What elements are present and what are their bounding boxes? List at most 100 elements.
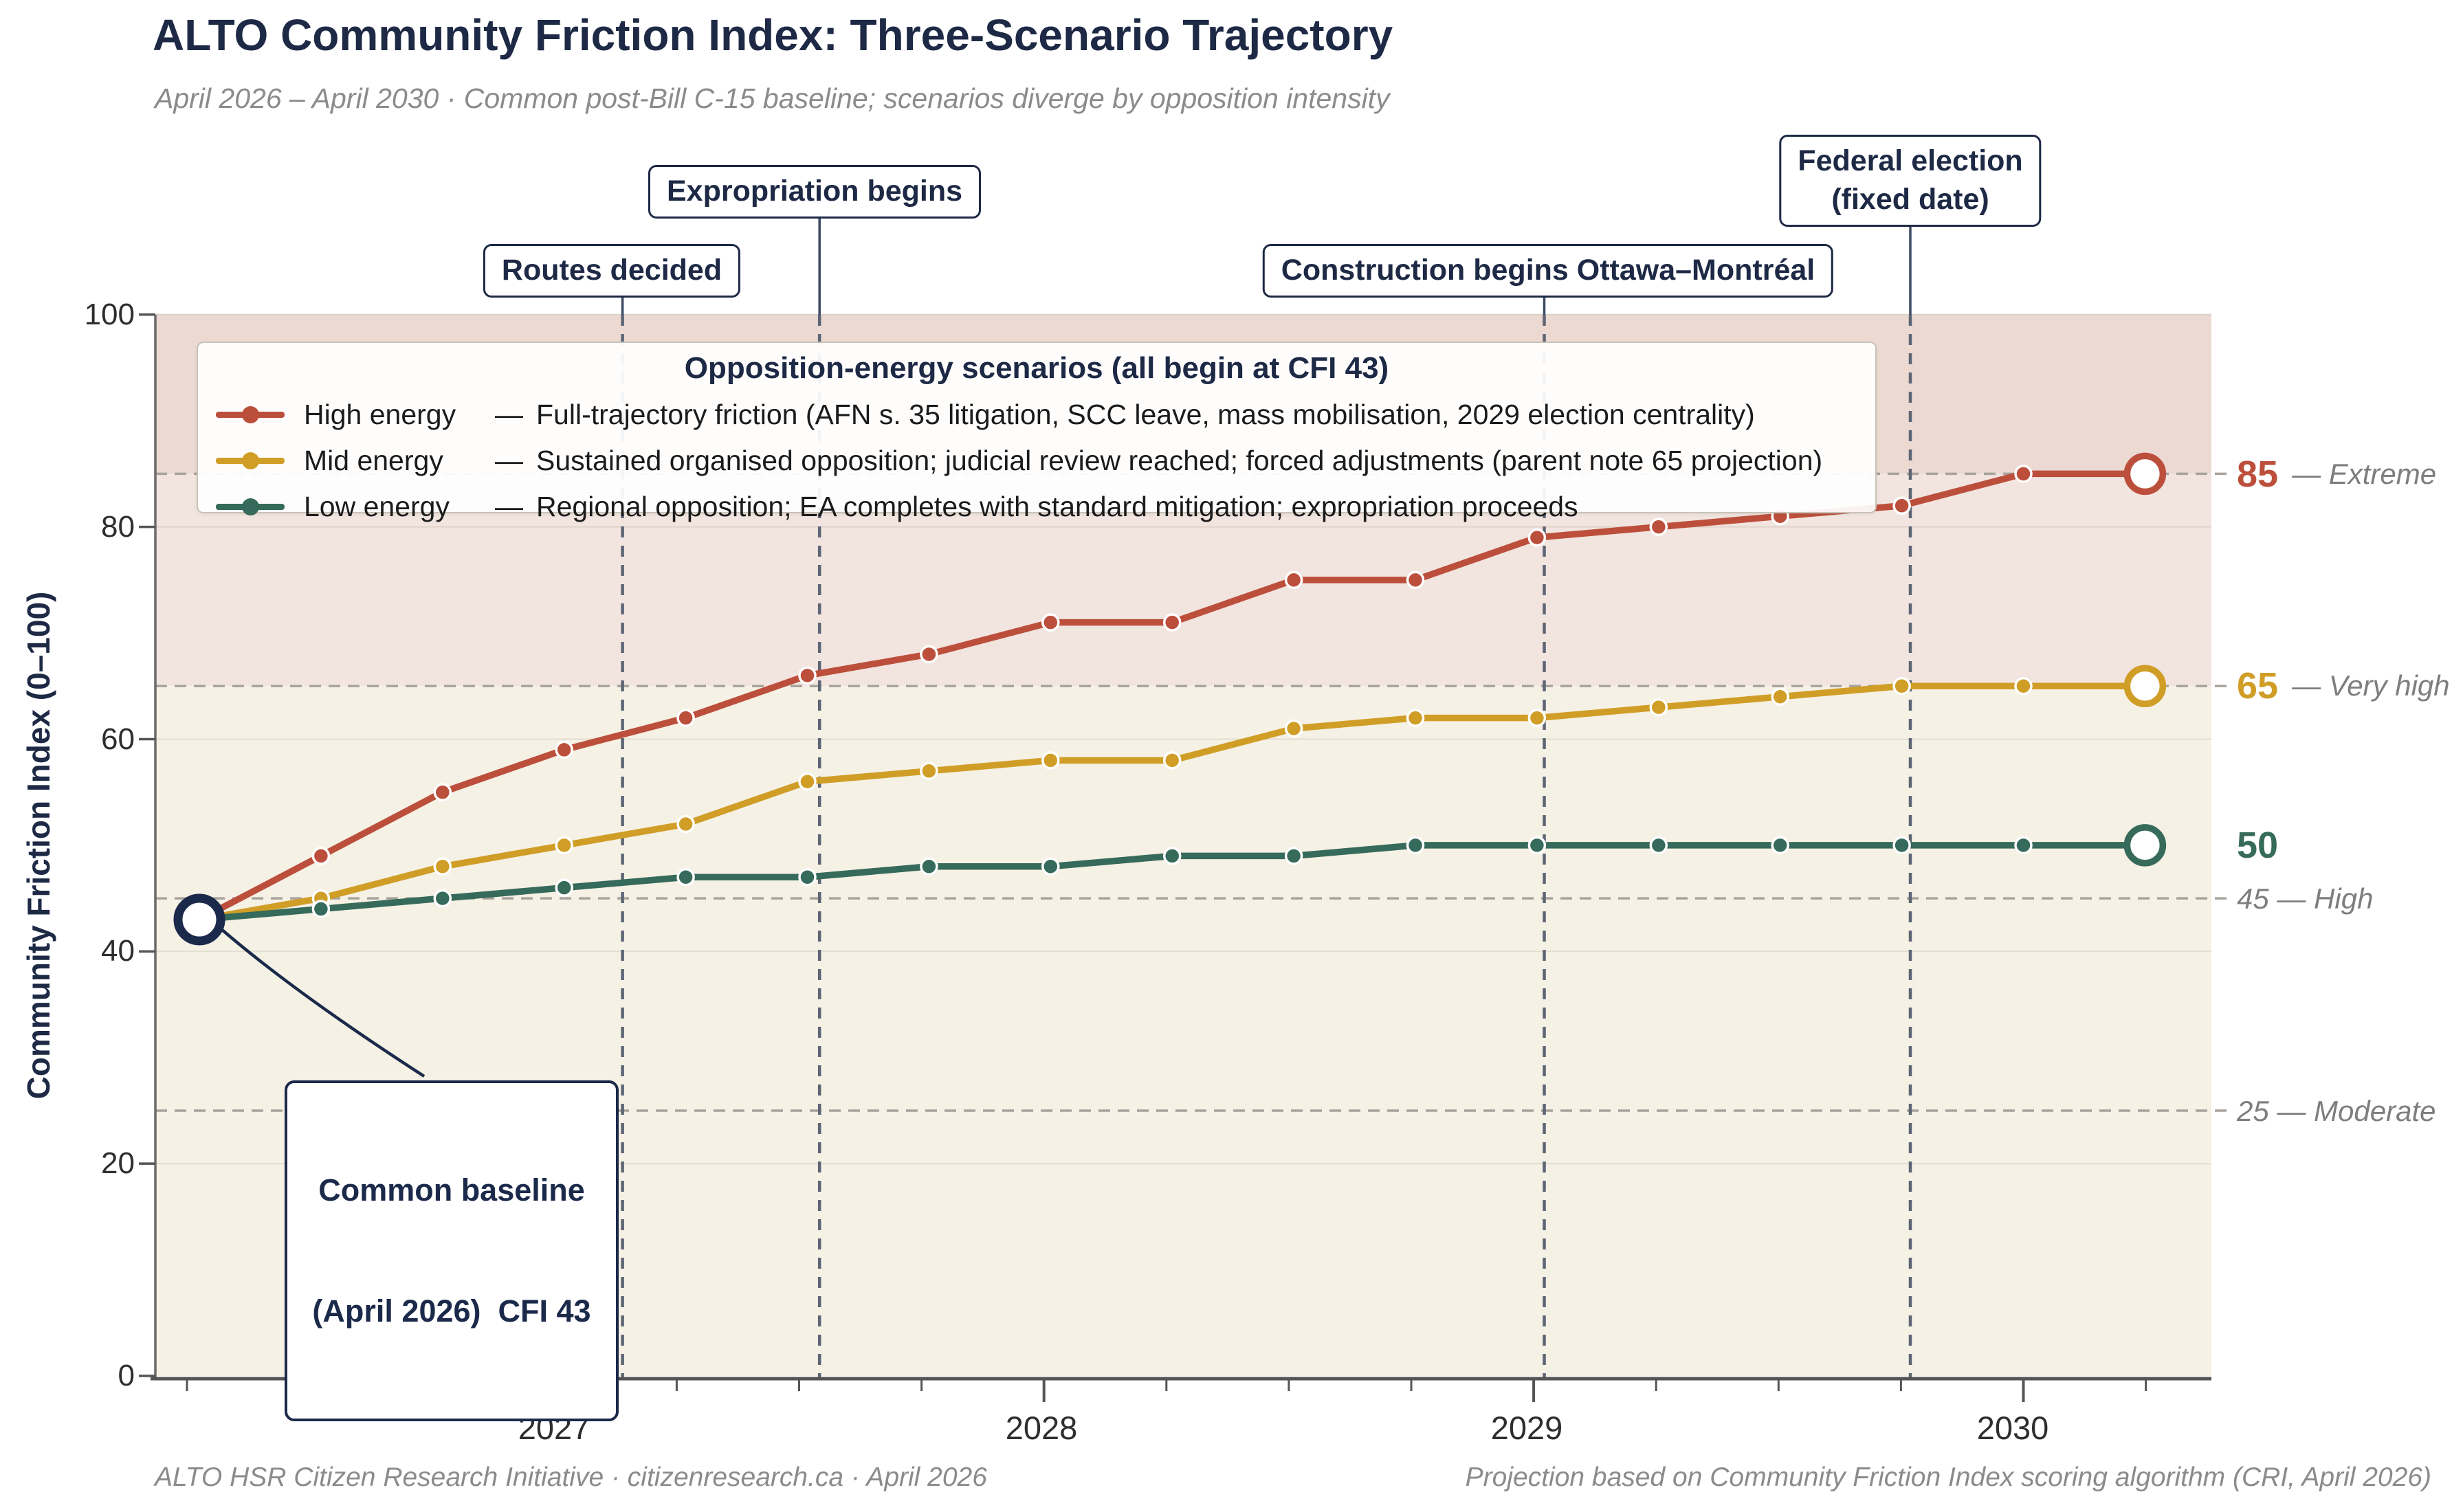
end-marker-high [2123,452,2167,496]
baseline-marker [173,893,225,946]
y-tick-60: 60 [101,722,135,756]
x-tick-2029: 2029 [1490,1410,1563,1446]
threshold-label-moderate: 25 — Moderate [2237,1089,2436,1133]
mid-energy-line-icon [216,443,285,478]
point-marker-mid [1041,751,1060,770]
point-marker-high [676,709,695,727]
end-label-high: 85 — Extreme [2237,452,2436,496]
point-marker-low [676,867,695,887]
y-tick-80: 80 [101,510,135,544]
y-tick-40: 40 [101,934,135,968]
legend-separator: — [495,444,523,476]
legend-name: Low energy [304,490,450,522]
point-marker-mid [1162,751,1182,770]
event-box-routes-decided: Routes decided [483,244,741,298]
baseline-callout-line1: Common baseline [318,1172,585,1208]
page-subtitle: April 2026 – April 2030 · Common post-Bi… [155,82,1390,114]
legend-item-low-energy: Low energy — Regional opposition; EA com… [216,489,1875,524]
point-marker-low [798,867,817,887]
event-box-federal-election: Federal election (fixed date) [1779,135,2042,227]
end-value-high: 85 [2237,454,2279,495]
point-marker-mid [920,761,938,781]
point-marker-high [2014,465,2033,483]
y-axis-title: Community Friction Index (0–100) [21,591,56,1100]
point-marker-low [1162,847,1182,865]
point-marker-low [1892,836,1911,855]
event-box-federal-election-line2: (fixed date) [1831,182,1989,216]
y-tick-0: 0 [118,1359,135,1392]
point-marker-high [798,666,817,685]
point-marker-mid [1527,709,1547,727]
threshold-label-high: 45 — High [2237,877,2373,921]
end-value-low: 50 [2237,825,2279,866]
threshold-label-moderate-text: 25 — Moderate [2237,1095,2436,1127]
point-marker-high [433,783,452,801]
point-marker-high [311,847,331,865]
point-marker-high [1649,518,1668,536]
point-marker-mid [1284,719,1303,738]
legend-description: Sustained organised opposition; judicial… [536,444,1823,476]
point-marker-high [1041,613,1060,632]
point-marker-low [2014,836,2033,855]
end-marker-mid [2123,665,2167,708]
baseline-callout-line2: (April 2026) CFI 43 [312,1293,591,1328]
baseline-connector [220,928,426,1078]
point-marker-low [555,878,573,897]
legend-title: Opposition-energy scenarios (all begin a… [684,351,1389,385]
threshold-label-very-high: — Very high [2292,669,2450,702]
point-marker-low [1041,857,1060,876]
point-marker-high [1406,570,1425,590]
point-marker-mid [1892,677,1911,696]
baseline-callout: Common baseline (April 2026) CFI 43 [285,1080,619,1421]
point-marker-low [920,857,938,876]
point-marker-mid [798,772,817,791]
x-tick-2028: 2028 [1005,1410,1078,1446]
point-marker-low [1771,836,1789,855]
legend-name: High energy [304,398,456,430]
point-marker-high [920,645,938,664]
point-marker-low [1406,836,1425,855]
end-value-mid: 65 [2237,665,2279,707]
point-marker-high [1162,613,1182,632]
threshold-label-extreme: — Extreme [2292,458,2437,490]
footer-source: ALTO HSR Citizen Research Initiative · c… [155,1463,987,1492]
event-box-expropriation-begins: Expropriation begins [648,165,982,219]
event-box-federal-election-line1: Federal election [1798,144,2023,177]
end-label-mid: 65 — Very high [2237,664,2450,708]
page-title: ALTO Community Friction Index: Three-Sce… [153,10,1393,60]
legend-description: Full-trajectory friction (AFN s. 35 liti… [536,398,1755,430]
point-marker-mid [555,836,573,855]
point-marker-mid [1771,687,1789,706]
threshold-label-high-text: 45 — High [2237,882,2374,915]
legend-item-high-energy: High energy — Full-trajectory friction (… [216,397,1875,432]
y-tick-100: 100 [84,298,135,331]
low-energy-line-icon [216,489,285,524]
point-marker-low [311,900,331,918]
y-tick-20: 20 [101,1146,135,1180]
point-marker-high [1527,528,1547,547]
end-label-low: 50 [2237,823,2292,867]
end-marker-low [2123,824,2167,867]
legend-description: Regional opposition; EA completes with s… [536,490,1578,522]
x-tick-2030: 2030 [1976,1410,2049,1446]
point-marker-mid [433,857,452,876]
point-marker-mid [1406,709,1425,727]
legend: Opposition-energy scenarios (all begin a… [197,342,1877,522]
legend-item-mid-energy: Mid energy — Sustained organised opposit… [216,443,1875,478]
event-box-construction-begins: Construction begins Ottawa–Montréal [1262,244,1834,298]
point-marker-low [1284,847,1303,865]
point-marker-low [1649,836,1668,855]
footer-note: Projection based on Community Friction I… [1465,1463,2431,1492]
legend-name: Mid energy [304,444,443,476]
point-marker-mid [676,814,695,834]
high-energy-line-icon [216,397,285,432]
point-marker-low [433,889,452,908]
point-marker-mid [2014,677,2033,696]
legend-separator: — [495,490,523,522]
point-marker-high [1284,570,1303,590]
point-marker-low [1527,836,1547,855]
point-marker-high [1892,496,1911,515]
point-marker-high [555,740,573,759]
legend-separator: — [495,398,523,430]
